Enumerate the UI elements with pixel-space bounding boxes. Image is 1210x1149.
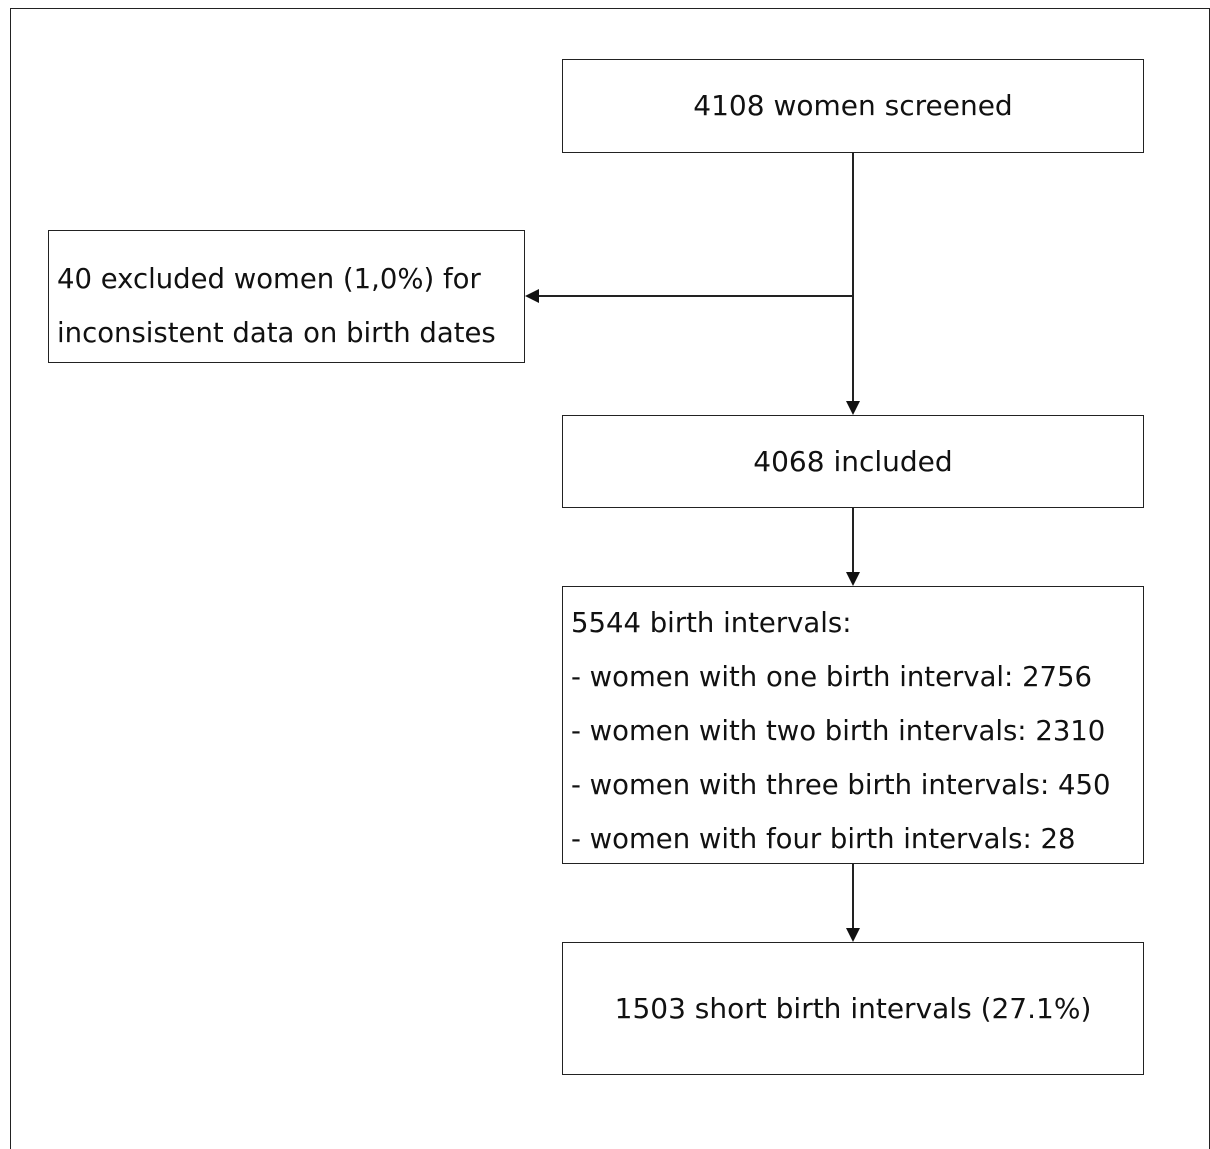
short-intervals-box: 1503 short birth intervals (27.1%) <box>562 942 1144 1075</box>
excluded-box: 40 excluded women (1,0%) for inconsisten… <box>48 230 525 363</box>
intervals-item-three: - women with three birth intervals: 450 <box>571 769 1111 801</box>
intervals-heading: 5544 birth intervals: <box>571 607 852 639</box>
included-label: 4068 included <box>753 444 953 478</box>
screened-box: 4108 women screened <box>562 59 1144 153</box>
intervals-item-four: - women with four birth intervals: 28 <box>571 823 1076 855</box>
short-intervals-label: 1503 short birth intervals (27.1%) <box>614 991 1092 1025</box>
included-box: 4068 included <box>562 415 1144 508</box>
intervals-item-one: - women with one birth interval: 2756 <box>571 661 1093 693</box>
screened-label: 4108 women screened <box>693 89 1013 123</box>
intervals-item-two: - women with two birth intervals: 2310 <box>571 715 1106 747</box>
birth-intervals-box: 5544 birth intervals: - women with one b… <box>562 586 1144 864</box>
excluded-label-line2: inconsistent data on birth dates <box>57 316 496 349</box>
excluded-label-line1: 40 excluded women (1,0%) for <box>57 263 481 295</box>
